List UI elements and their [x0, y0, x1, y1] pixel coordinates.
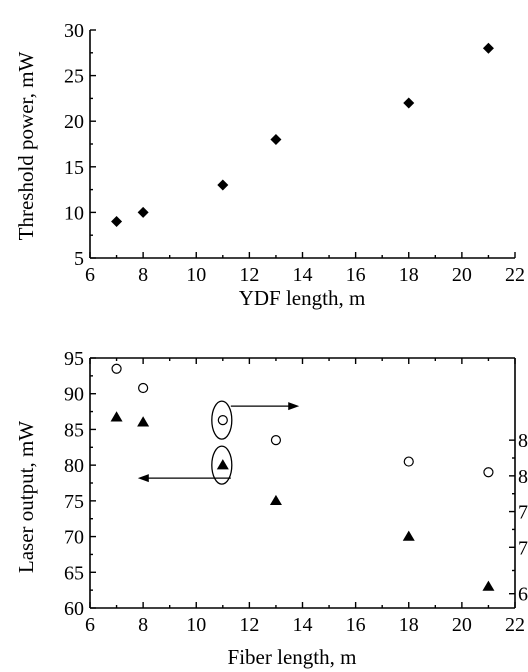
bottom-y-tick-label: 80 [64, 455, 84, 477]
left-arrow-head [137, 474, 149, 483]
open-circle-point [111, 363, 122, 374]
bottom-y-tick-label: 95 [64, 348, 84, 370]
bottom-right-tick-label: 6 [518, 584, 528, 606]
bottom-x-tick-label: 6 [85, 614, 95, 636]
top-x-tick-label: 8 [138, 264, 148, 286]
bottom-x-tick-label: 16 [346, 614, 366, 636]
bottom-x-axis-label: Fiber length, m [228, 645, 357, 669]
top-x-tick-label: 12 [239, 264, 259, 286]
open-circle-point [217, 415, 228, 426]
top-x-tick-label: 20 [452, 264, 472, 286]
bottom-y-tick-label: 85 [64, 419, 84, 441]
circle-series-ellipse [211, 400, 233, 440]
top-y-tick-label: 10 [64, 202, 84, 224]
top-y-axis-label: Threshold power, mW [14, 51, 38, 240]
bottom-x-tick-label: 20 [452, 614, 472, 636]
bottom-right-tick-label: 8 [518, 430, 528, 452]
bottom-right-tick-label: 7 [518, 537, 528, 559]
bottom-x-tick-label: 8 [138, 614, 148, 636]
top-x-tick-label: 6 [85, 264, 95, 286]
triangle-point [137, 416, 150, 427]
threshold-point [111, 216, 123, 228]
top-y-tick-label: 20 [64, 111, 84, 133]
top-y-tick-label: 25 [64, 66, 84, 88]
top-x-axis-label: YDF length, m [239, 286, 366, 310]
triangle-point [216, 459, 229, 470]
triangle-series-ellipse [211, 445, 233, 485]
top-y-tick-label: 15 [64, 157, 84, 179]
bottom-chart-right-ticks: 8 8 7 7 6 [509, 430, 528, 606]
bottom-right-tick-label: 7 [518, 502, 528, 524]
open-circle-point [403, 456, 414, 467]
bottom-chart-annotations [137, 400, 300, 485]
bottom-chart-axes [89, 357, 516, 609]
open-circle-point [483, 467, 494, 478]
threshold-point [270, 133, 282, 145]
top-x-tick-label: 16 [346, 264, 366, 286]
bottom-chart-y-ticks: 60 65 70 75 80 85 90 95 [64, 348, 96, 620]
bottom-y-tick-label: 75 [64, 491, 84, 513]
top-chart-x-ticks: 6 8 10 12 14 16 18 20 22 [85, 252, 525, 286]
bottom-right-tick-label: 8 [518, 466, 528, 488]
threshold-point [137, 206, 149, 218]
bottom-y-axis-label: Laser output, mW [14, 421, 38, 573]
open-circle-point [138, 382, 149, 394]
top-chart-points [111, 42, 494, 228]
threshold-point [217, 179, 229, 191]
bottom-x-tick-label: 10 [186, 614, 206, 636]
bottom-x-tick-label: 12 [239, 614, 259, 636]
threshold-power-chart: 6 8 10 12 14 16 18 20 22 5 10 15 20 25 30 YDF length,… [14, 20, 525, 310]
open-circle-point [270, 435, 282, 446]
threshold-point [482, 42, 494, 54]
top-x-tick-label: 18 [399, 264, 419, 286]
top-x-tick-label: 22 [505, 264, 525, 286]
bottom-y-tick-label: 70 [64, 527, 84, 549]
bottom-chart-x-ticks: 6 8 10 12 14 16 18 20 22 [85, 358, 525, 636]
threshold-point [403, 97, 415, 109]
bottom-x-tick-label: 22 [505, 614, 525, 636]
bottom-y-tick-label: 90 [64, 384, 84, 406]
bottom-y-tick-label: 60 [64, 598, 84, 620]
triangle-point [269, 494, 282, 506]
triangle-point [110, 411, 123, 422]
top-x-tick-label: 10 [186, 264, 206, 286]
top-chart-y-ticks: 5 10 15 20 25 30 [64, 20, 96, 270]
right-arrow-head [288, 402, 300, 411]
bottom-chart-points [110, 363, 495, 591]
bottom-x-tick-label: 18 [399, 614, 419, 636]
top-y-tick-label: 5 [74, 248, 84, 270]
triangle-point [482, 580, 495, 591]
bottom-y-tick-label: 65 [64, 562, 84, 584]
triangle-point [402, 530, 415, 541]
top-y-tick-label: 30 [64, 20, 84, 42]
top-chart-axes [89, 30, 515, 259]
bottom-x-tick-label: 14 [293, 614, 313, 636]
laser-output-chart: 6 8 10 12 14 16 18 20 22 60 65 70 75 80 85 90 95 8 8 7 76 … [14, 348, 528, 669]
top-x-tick-label: 14 [293, 264, 313, 286]
